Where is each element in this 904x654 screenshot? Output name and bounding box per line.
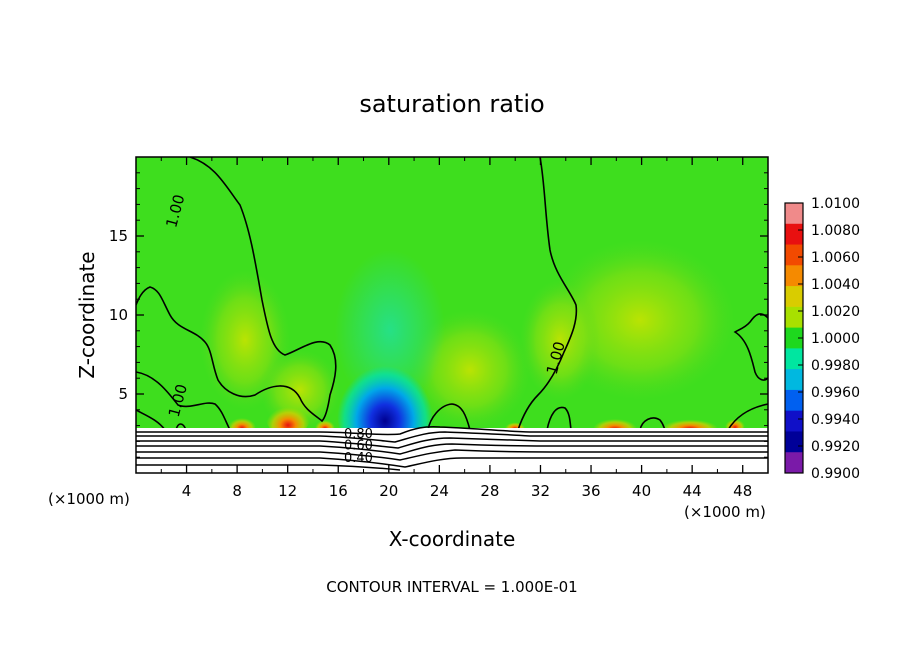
colorbar-swatch <box>785 306 803 329</box>
colorbar-swatch <box>785 244 803 266</box>
colorbar-swatch <box>785 327 803 349</box>
colorbar-swatch <box>785 265 803 287</box>
colorbar-swatch <box>785 431 803 453</box>
field-hot-spot <box>266 400 310 436</box>
x-tick-label: 28 <box>480 482 499 500</box>
colorbar-label: 1.0060 <box>811 250 860 266</box>
colorbar-label: 1.0040 <box>811 277 860 293</box>
x-tick-label: 40 <box>632 482 651 500</box>
colorbar-label: 0.9960 <box>811 385 860 401</box>
y-axis-label: Z-coordinate <box>75 251 99 378</box>
y-axis: 5 10 15 <box>109 172 768 458</box>
contour-label: 0.40 <box>344 451 373 466</box>
colorbar-label: 1.0080 <box>811 223 860 239</box>
colorbar-swatch <box>785 410 803 432</box>
field-moist-patch <box>520 280 600 400</box>
x-tick-label: 36 <box>581 482 600 500</box>
x-tick-label: 16 <box>329 482 348 500</box>
colorbar-swatch <box>785 223 803 246</box>
colorbar-label: 0.9900 <box>811 466 860 482</box>
contour-lines-1.00 <box>136 157 768 431</box>
colorbar-label: 0.9920 <box>811 439 860 455</box>
y-tick-label: 15 <box>109 227 128 245</box>
x-tick-label: 24 <box>430 482 449 500</box>
x-tick-label: 48 <box>733 482 752 500</box>
colorbar-swatch <box>785 203 803 225</box>
x-tick-label: 4 <box>182 482 192 500</box>
colorbar-swatch <box>785 389 803 412</box>
colorbar-label: 0.9980 <box>811 358 860 374</box>
x-tick-label: 32 <box>531 482 550 500</box>
colorbar-label: 1.0100 <box>811 196 860 212</box>
x-tick-label: 8 <box>232 482 242 500</box>
x-tick-label: 44 <box>683 482 702 500</box>
colorbar-swatch <box>785 452 803 474</box>
x-axis-label: X-coordinate <box>389 527 516 551</box>
x-axis: 4 8 12 16 20 24 28 32 36 40 44 48 <box>160 157 752 500</box>
colorbar-label: 1.0000 <box>811 331 860 347</box>
x-tick-label: 20 <box>379 482 398 500</box>
contour-label: 0.80 <box>344 427 373 442</box>
contour-label: 0.60 <box>344 438 373 453</box>
x-tick-label: 12 <box>278 482 297 500</box>
y-tick-label: 10 <box>109 306 128 324</box>
colorbar-swatch <box>785 369 803 391</box>
contour-interval-note: CONTOUR INTERVAL = 1.000E-01 <box>326 578 577 596</box>
plot-area <box>136 157 768 473</box>
colorbar-label: 1.0020 <box>811 304 860 320</box>
colorbar-swatch <box>785 286 803 308</box>
colorbar-swatch <box>785 348 803 370</box>
colorbar-label: 0.9940 <box>811 412 860 428</box>
x-unit-right: (×1000 m) <box>684 503 766 521</box>
terrain-isolines <box>136 426 768 471</box>
x-unit-left: (×1000 m) <box>48 490 130 508</box>
chart-title: saturation ratio <box>359 90 544 118</box>
y-tick-label: 5 <box>118 385 128 403</box>
colorbar: 1.0100 1.0080 1.0060 1.0040 1.0020 1.0000 0.99… <box>784 196 860 482</box>
